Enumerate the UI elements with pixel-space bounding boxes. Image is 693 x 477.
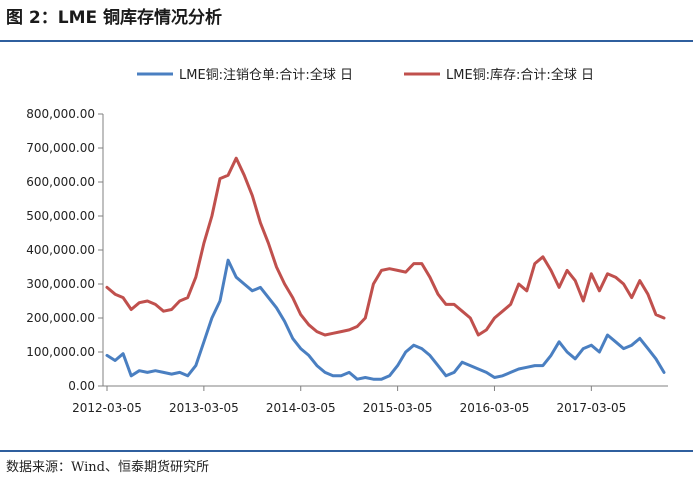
y-tick-label: 400,000.00 <box>26 243 95 257</box>
x-tick-label: 2016-03-05 <box>460 401 530 415</box>
y-tick-label: 800,000.00 <box>26 107 95 121</box>
legend: LME铜:注销仓单:合计:全球 日 LME铜:库存:合计:全球 日 <box>137 67 594 83</box>
legend-label: LME铜:库存:合计:全球 日 <box>446 67 594 83</box>
y-tick-label: 300,000.00 <box>26 277 95 291</box>
x-tick-label: 2012-03-05 <box>72 401 142 415</box>
x-tick-label: 2013-03-05 <box>169 401 239 415</box>
x-axis: 2012-03-05 2013-03-05 2014-03-05 2015-03-05… <box>72 385 668 415</box>
x-tick-label: 2015-03-05 <box>363 401 433 415</box>
plot-area <box>105 156 666 381</box>
y-tick-label: 200,000.00 <box>26 311 95 325</box>
x-tick-label: 2014-03-05 <box>266 401 336 415</box>
legend-label: LME铜:注销仓单:合计:全球 日 <box>179 67 353 83</box>
x-tick-label: 2017-03-05 <box>556 401 626 415</box>
y-axis: 0.00 100,000.00 200,000.00 300,000.00 400,00… <box>26 107 104 393</box>
line-chart: LME铜:注销仓单:合计:全球 日 LME铜:库存:合计:全球 日 0.00 100… <box>26 67 668 415</box>
series-line-inventory <box>105 156 666 337</box>
title-divider <box>0 40 693 42</box>
y-tick-label: 0.00 <box>68 379 95 393</box>
series-line-cancelled-warrants <box>105 258 666 381</box>
y-tick-label: 700,000.00 <box>26 141 95 155</box>
source-divider <box>0 450 693 452</box>
source-note: 数据来源：Wind、恒泰期货研究所 <box>6 460 209 475</box>
y-tick-label: 100,000.00 <box>26 345 95 359</box>
figure-title: 图 2：LME 铜库存情况分析 <box>6 8 223 28</box>
y-tick-label: 600,000.00 <box>26 175 95 189</box>
y-tick-label: 500,000.00 <box>26 209 95 223</box>
